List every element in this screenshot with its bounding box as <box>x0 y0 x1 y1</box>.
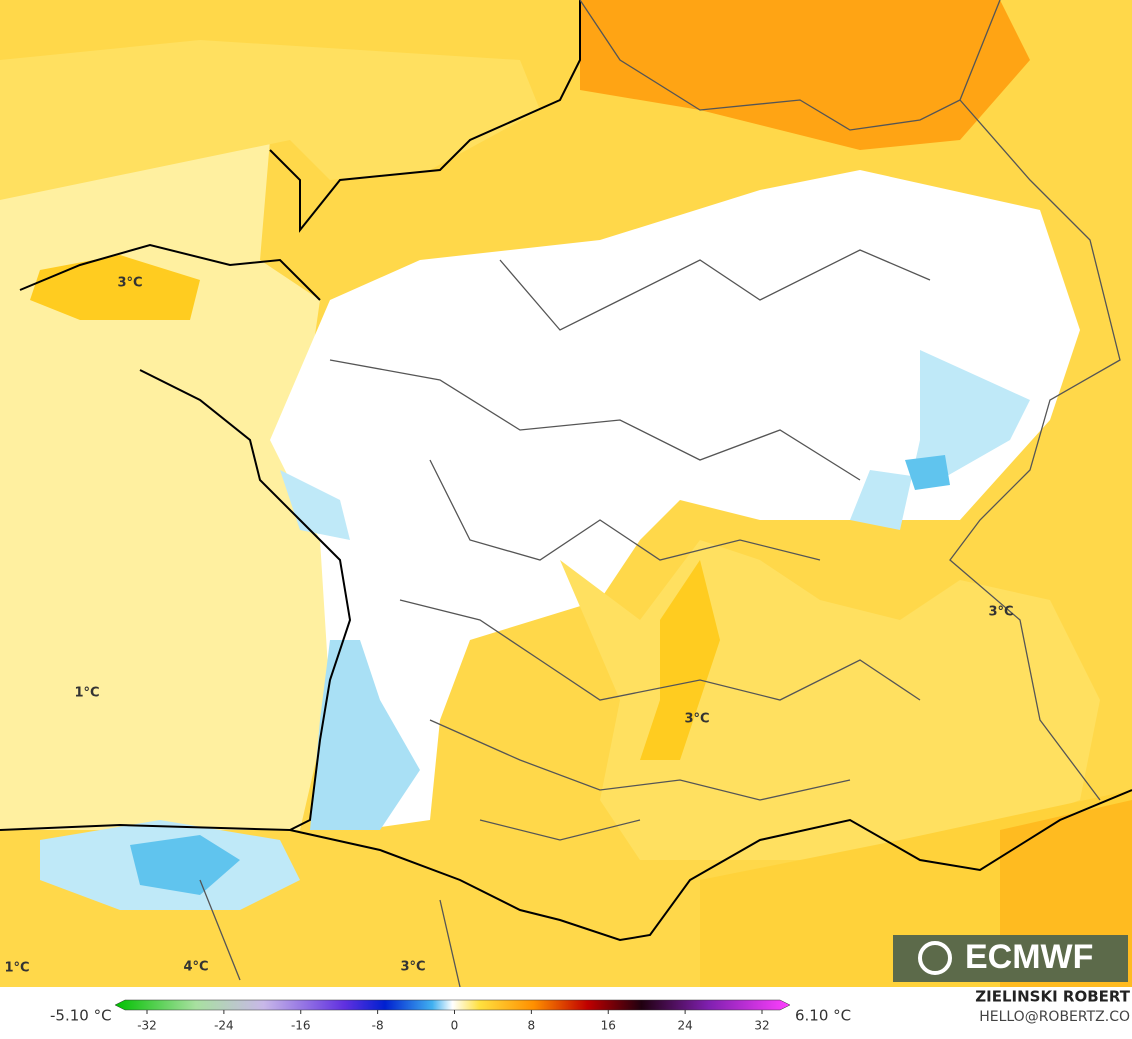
warm-core <box>640 560 720 760</box>
credit-contact: HELLO@ROBERTZ.CO <box>979 1009 1130 1025</box>
colorbar-tick-label: -32 <box>137 1019 157 1033</box>
colorbar-tick-label: -16 <box>291 1019 311 1033</box>
contour-label: 4°C <box>183 960 208 975</box>
contour-label: 3°C <box>988 605 1013 620</box>
france-cool <box>270 170 1080 830</box>
logo-icon <box>918 941 952 975</box>
colorbar-max: 6.10 °C <box>795 1007 851 1025</box>
cool-southwest <box>310 640 420 830</box>
contour-label: 3°C <box>400 960 425 975</box>
colorbar-tick-label: 24 <box>677 1019 692 1033</box>
colorbar-tick-label: 8 <box>528 1019 536 1033</box>
cool-west <box>280 470 350 540</box>
contour-label: 3°C <box>684 712 709 727</box>
logo: ECMWF <box>893 935 1128 982</box>
credit-author: ZIELINSKI ROBERT <box>975 988 1130 1006</box>
logo-text: ECMWF <box>965 938 1093 976</box>
warm-north <box>580 0 1030 150</box>
cold-pyrenees <box>130 835 240 895</box>
colorbar-tick-label: -8 <box>372 1019 384 1033</box>
contour-label: 1°C <box>4 961 29 976</box>
warm-brittany <box>30 255 200 320</box>
contour-label: 3°C <box>117 276 142 291</box>
colorbar-tick-label: 0 <box>451 1019 459 1033</box>
map-area <box>0 0 1132 988</box>
colorbar-tick-label: 32 <box>754 1019 769 1033</box>
cold-east <box>905 455 950 490</box>
channel <box>0 40 540 200</box>
footer <box>0 987 1132 1035</box>
colorbar-tick-label: -24 <box>214 1019 234 1033</box>
colorbar-bar <box>114 999 791 1011</box>
contour-labels: 3°C 1°C 3°C 3°C 1°C 4°C 3°C <box>4 276 1013 976</box>
contour-label: 1°C <box>74 686 99 701</box>
colorbar-min: -5.10 °C <box>50 1007 112 1025</box>
cool-east <box>850 350 1030 530</box>
colorbar-tick-label: 16 <box>601 1019 616 1033</box>
colorbar: -5.10 °C 6.10 °C -32 -24 -16 -8 0 8 16 24 32 <box>50 999 851 1033</box>
